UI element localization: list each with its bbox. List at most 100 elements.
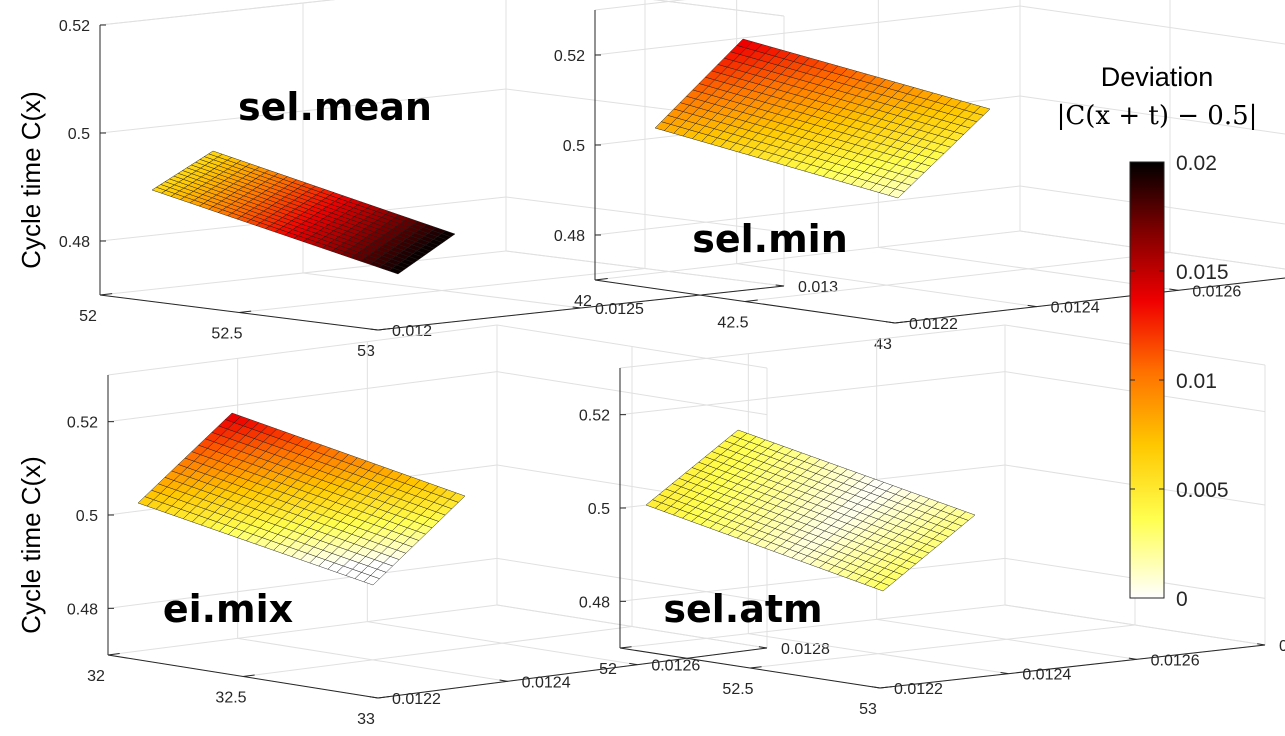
surface-mesh <box>645 429 976 592</box>
method-label: ei.mix <box>163 587 293 631</box>
y-tick-label: 0.0122 <box>909 316 958 333</box>
colorbar-tick-label: 0.015 <box>1176 261 1229 284</box>
x-grid-floor-0 <box>594 230 1021 281</box>
y-tick-label: 0.0124 <box>1022 667 1071 684</box>
y-tick-mark-3 <box>1257 643 1266 646</box>
y-tick-mark-0 <box>369 328 379 331</box>
x-tick-mark-1 <box>242 674 255 677</box>
x-tick-mark-0 <box>594 278 608 281</box>
x-grid-floor-1 <box>242 626 633 677</box>
x-tick-mark-0 <box>99 293 113 296</box>
surface-cell <box>958 511 976 521</box>
y-tick-label: 0.0128 <box>1279 638 1285 655</box>
left-top-edge <box>107 324 498 376</box>
x-tick-label: 33 <box>357 711 375 728</box>
x-tick-label: 52 <box>599 661 617 678</box>
colorbar-tick-label: 0.02 <box>1176 152 1217 175</box>
x-tick-label: 43 <box>874 336 892 353</box>
y-grid-floor-2 <box>367 621 638 666</box>
z-tick-label: 0.48 <box>59 234 90 251</box>
y-tick-mark-0 <box>872 686 881 689</box>
x-tick-label: 53 <box>357 343 375 360</box>
y-tick-mark-1 <box>1000 671 1009 675</box>
x-tick-label: 52.5 <box>722 681 753 698</box>
colorbar: Deviation |C(x + t) − 0.5| 0 0.005 0.01 0.0… <box>1057 62 1258 611</box>
z-grid-back-2 <box>652 0 785 17</box>
z-tick-label: 0.5 <box>588 501 610 518</box>
y-tick-mark-2 <box>1128 657 1137 660</box>
back-top-edge <box>1020 0 1285 4</box>
x-tick-label: 32 <box>87 668 105 685</box>
y-grid-floor-1 <box>302 272 582 309</box>
surface-mesh <box>151 150 456 275</box>
y-axis-line <box>894 277 1285 324</box>
x-grid-floor-1 <box>744 252 1171 302</box>
z-tick-label: 0.52 <box>67 415 98 432</box>
x-tick-mark-1 <box>749 666 762 669</box>
y-grid-floor-2 <box>876 618 1137 660</box>
surface-plot-2: 4242.5430.01220.01240.01260.01280.480.50… <box>554 0 1285 353</box>
method-label: sel.mean <box>238 85 432 129</box>
z-axis-label: Cycle time C(x) <box>16 456 46 634</box>
x-tick-mark-0 <box>107 653 120 656</box>
y-grid-floor-3 <box>1004 604 1266 646</box>
y-tick-label: 0.0126 <box>651 658 700 675</box>
z-tick-label: 0.48 <box>554 228 585 245</box>
method-label: sel.atm <box>663 587 822 631</box>
y-grid-floor-1 <box>736 263 1037 308</box>
surface-mesh <box>654 38 991 199</box>
colorbar-title: Deviation <box>1101 62 1214 92</box>
surface-mesh <box>137 412 466 586</box>
x-grid-floor-0 <box>107 604 498 656</box>
y-tick-label: 0.0124 <box>1051 300 1100 317</box>
surface-cell <box>449 492 466 503</box>
y-tick-mark-1 <box>572 306 582 309</box>
x-grid-floor-1 <box>749 624 1136 669</box>
x-tick-label: 52 <box>79 308 97 325</box>
y-tick-mark-3 <box>758 646 768 649</box>
x-tick-label: 32.5 <box>215 690 246 707</box>
y-tick-mark-2 <box>775 284 785 287</box>
y-grid-floor-2 <box>878 246 1179 291</box>
z-tick-label: 0.48 <box>67 601 98 618</box>
y-tick-label: 0.012 <box>392 323 432 340</box>
z-axis-label: Cycle time C(x) <box>16 91 46 269</box>
surface-plot-4: 52 52.5 53 0.0122 0.0124 0.0126 0.0128 0.48 0.5 0… <box>579 324 1285 718</box>
y-tick-mark-2 <box>629 662 638 666</box>
z-tick-label: 0.5 <box>76 508 98 525</box>
y-tick-mark-0 <box>885 321 896 324</box>
x-tick-mark-2 <box>894 321 908 324</box>
x-tick-mark-1 <box>238 310 252 313</box>
y-tick-mark-0 <box>369 696 379 699</box>
y-axis-line <box>377 647 768 699</box>
y-tick-label: 0.0122 <box>392 691 441 708</box>
y-grid-floor-3 <box>1019 230 1285 270</box>
z-tick-label: 0.5 <box>563 138 585 155</box>
y-grid-floor-1 <box>748 633 1009 675</box>
x-tick-mark-2 <box>377 328 391 331</box>
y-tick-label: 0.0122 <box>894 681 943 698</box>
y-grid-floor-2 <box>505 250 785 287</box>
left-top-edge <box>594 0 687 11</box>
y-tick-label: 0.0128 <box>781 641 830 658</box>
z-grid-left-0 <box>619 557 1006 602</box>
x-tick-label: 53 <box>859 701 877 718</box>
z-tick-label: 0.52 <box>554 48 585 65</box>
x-tick-mark-2 <box>377 696 390 699</box>
colorbar-gradient <box>1129 161 1165 599</box>
y-tick-mark-1 <box>499 679 508 682</box>
z-grid-left-2 <box>594 5 1021 56</box>
y-grid-floor-3 <box>496 604 768 649</box>
surface-plot-1: 5252.5530.0120.01250.0130.480.50.52sel.m… <box>16 0 838 360</box>
z-grid-left-2 <box>107 371 498 423</box>
surface-plot-3: 32 32.5 33 0.0122 0.0124 0.0126 0.0128 0.48 0.5 0… <box>16 324 830 728</box>
x-tick-label: 42 <box>574 293 592 310</box>
x-tick-mark-1 <box>744 299 758 302</box>
y-tick-mark-2 <box>1169 288 1179 291</box>
z-tick-label: 0.52 <box>579 408 610 425</box>
z-tick-label: 0.5 <box>68 126 90 143</box>
x-tick-label: 52.5 <box>211 326 242 343</box>
colorbar-tick-label: 0.005 <box>1176 479 1229 502</box>
colorbar-tick-label: 0.01 <box>1176 370 1217 393</box>
